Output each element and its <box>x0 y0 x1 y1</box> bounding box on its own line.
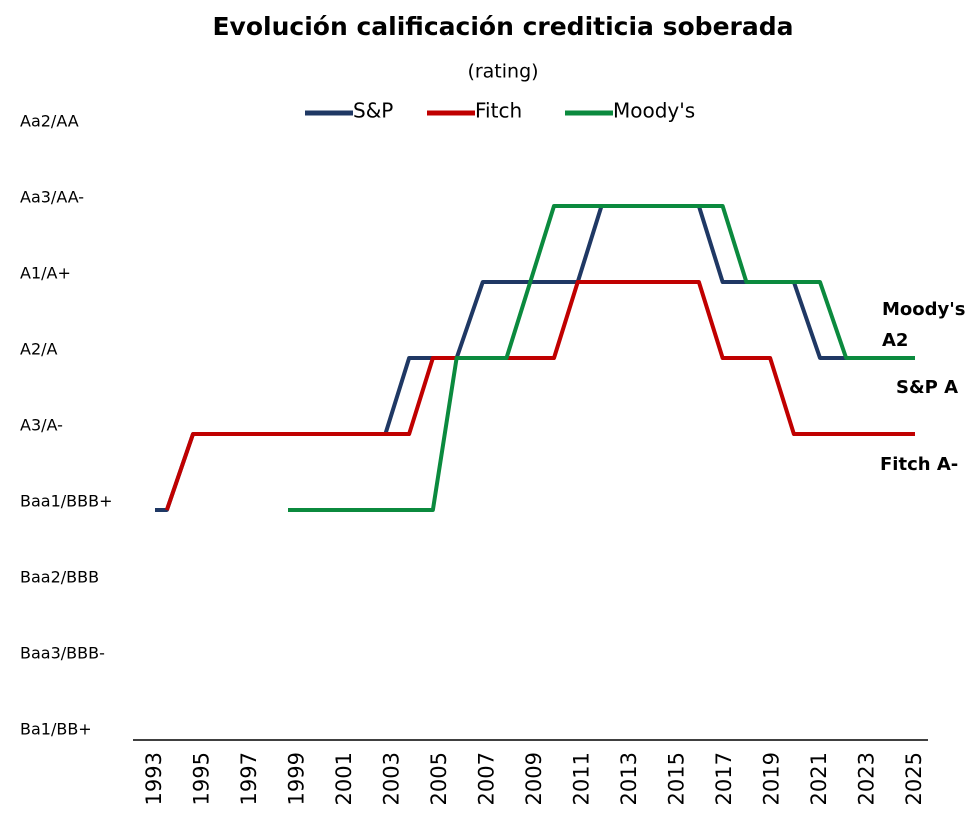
x-tick-label: 2009 <box>522 752 546 805</box>
x-tick-label: 1995 <box>190 752 214 805</box>
x-tick-label: 2003 <box>380 752 404 805</box>
x-tick-label: 1997 <box>237 752 261 805</box>
x-tick-label: 1993 <box>142 752 166 805</box>
x-tick-label: 2017 <box>712 752 736 805</box>
y-tick-label: A3/A- <box>20 416 63 435</box>
legend-label: S&P <box>353 99 393 123</box>
chart-title: Evolución calificación crediticia sobera… <box>212 12 793 41</box>
x-tick-label: 2007 <box>475 752 499 805</box>
x-tick-label: 2001 <box>332 752 356 805</box>
y-tick-label: Baa3/BBB- <box>20 644 105 663</box>
x-tick-label: 2019 <box>760 752 784 805</box>
annotation: S&P A <box>896 377 958 398</box>
annotation: Moody's <box>882 299 966 320</box>
x-tick-label: 2025 <box>902 752 926 805</box>
y-tick-label: Baa2/BBB <box>20 568 99 587</box>
y-tick-label: Aa3/AA- <box>20 188 84 207</box>
series-line <box>288 204 915 512</box>
x-tick-label: 2021 <box>807 752 831 805</box>
legend-label: Moody's <box>613 99 695 123</box>
y-tick-label: Aa2/AA <box>20 112 79 131</box>
y-tick-label: A2/A <box>20 340 58 359</box>
x-tick-label: 2015 <box>665 752 689 805</box>
y-tick-label: Baa1/BBB+ <box>20 492 113 511</box>
chart-subtitle: (rating) <box>467 61 538 83</box>
x-tick-label: 2011 <box>570 752 594 805</box>
y-tick-label: Ba1/BB+ <box>20 720 92 739</box>
x-tick-label: 2005 <box>427 752 451 805</box>
annotation: Fitch A- <box>880 454 958 475</box>
series-line <box>164 280 915 511</box>
y-tick-label: A1/A+ <box>20 264 71 283</box>
legend-label: Fitch <box>475 99 522 123</box>
annotation: A2 <box>882 330 908 351</box>
x-tick-label: 2023 <box>855 752 879 805</box>
x-tick-label: 2013 <box>617 752 641 805</box>
x-tick-label: 1999 <box>285 752 309 805</box>
